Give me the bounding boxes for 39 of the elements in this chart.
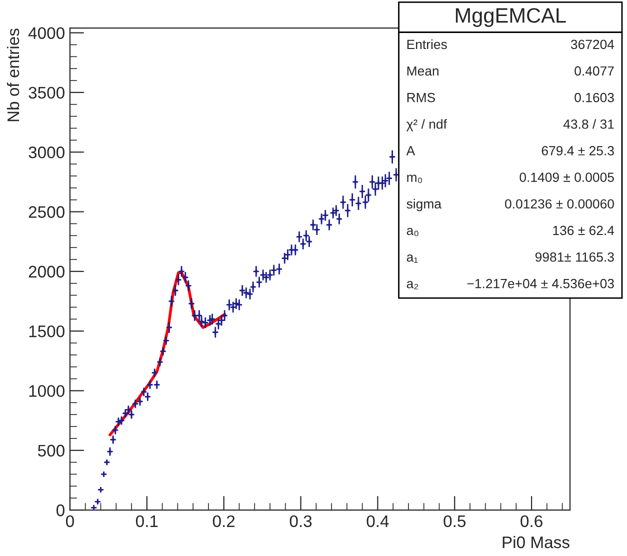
annotation: sigma [406,198,442,212]
x-tick-label: 0.5 [444,515,466,528]
annotation: 0.1409 ± 0.0005 [520,172,614,182]
annotation: m₀ [407,174,422,184]
annotation: Entries [407,39,447,50]
y-tick-label: 3000 [28,146,64,158]
annotation: a₂ [406,281,418,290]
annotation: 43.8 / 31 [563,119,614,129]
annotation: RMS [407,92,436,102]
x-tick-label: 0.3 [290,515,312,528]
x-tick-label: 0.2 [212,515,235,528]
y-tick-label: 3500 [28,86,64,99]
annotation: 136 ± 62.4 [553,226,614,236]
annotation: 679.4 ± 25.3 [542,146,614,156]
text: 0.4077 [574,66,614,76]
annotation: −1.217e+04 ± 4.536e+03 [467,278,614,288]
y-tick-label: 2000 [28,266,64,278]
x-tick-label: 0.4 [366,515,389,528]
y-tick-label: 2500 [28,206,64,218]
y-tick-label: 1000 [29,385,64,397]
text: 367204 [570,40,614,50]
y-tick-label: 1500 [29,325,64,338]
y-tick-label: 500 [38,444,64,457]
y-tick-label: 4000 [28,27,64,39]
text: MggEMCAL [456,8,566,27]
y-axis-title: Nb of entries [6,28,20,122]
annotation: 9981± 1165.3 [535,252,614,262]
annotation: χ² / ndf [406,119,447,132]
text: 0.1603 [574,92,614,102]
annotation: Mean [407,66,438,76]
x-axis-title: Pi0 Mass [502,536,570,548]
annotation: A [406,146,416,156]
x-tick-label: 0.6 [520,515,542,528]
annotation: a₁ [406,254,418,263]
x-tick-label: 0.1 [136,515,158,528]
y-tick-label: 0 [56,504,64,516]
x-tick-label: 0 [66,515,74,528]
annotation: a₀ [406,228,418,236]
annotation: 0.01236 ± 0.00060 [505,199,614,209]
